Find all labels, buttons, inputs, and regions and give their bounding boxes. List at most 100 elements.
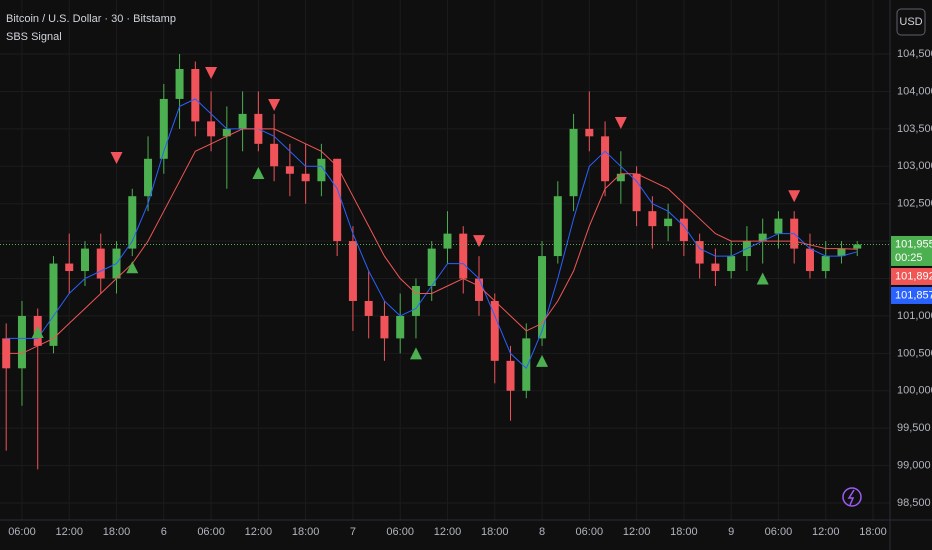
sell-signal	[473, 235, 485, 248]
candle-body	[522, 338, 531, 391]
candle-body	[81, 248, 89, 272]
candle-body	[238, 113, 247, 129]
candle-body	[648, 211, 657, 227]
candle-body	[774, 218, 783, 234]
candle-body	[144, 158, 153, 197]
x-tick-label: 6	[161, 526, 167, 538]
x-tick-label: 12:00	[623, 526, 651, 538]
candle-body	[49, 263, 58, 346]
candle-body	[285, 166, 294, 174]
x-tick-label: 12:00	[245, 526, 273, 538]
x-tick-label: 06:00	[765, 526, 793, 538]
price-tag	[891, 267, 932, 285]
candle-body	[175, 68, 184, 99]
y-tick-label: 100,500	[897, 347, 932, 359]
chart-title: Bitcoin / U.S. Dollar · 30 · Bitstamp	[6, 13, 176, 25]
candle-body	[270, 143, 279, 167]
sell-signal	[268, 98, 281, 111]
x-tick-label: 06:00	[576, 526, 604, 538]
x-tick-label: 06:00	[8, 526, 36, 538]
candle-body	[695, 241, 704, 264]
candle-body	[159, 98, 168, 159]
x-tick-label: 12:00	[434, 526, 462, 538]
candle-body	[317, 158, 326, 182]
x-tick-label: 12:00	[55, 526, 83, 538]
candle-body	[585, 128, 594, 137]
x-tick-label: 9	[728, 526, 734, 538]
candle-body	[727, 256, 736, 272]
candle-body	[538, 256, 547, 339]
candle-body	[758, 233, 767, 242]
candle-body	[601, 136, 610, 182]
x-tick-label: 18:00	[103, 526, 131, 538]
candle-body	[821, 256, 830, 272]
sell-signal	[205, 67, 218, 80]
price-tag	[891, 235, 932, 266]
candle-body	[459, 233, 468, 279]
y-tick-label: 100,000	[897, 385, 932, 397]
candle-body	[364, 300, 373, 316]
buy-signal	[536, 354, 549, 367]
candle-body	[396, 315, 405, 339]
candle-body	[17, 315, 26, 369]
buy-signal	[31, 325, 44, 338]
candle-body	[569, 128, 578, 197]
candle-body	[380, 315, 389, 339]
candle-body	[301, 173, 310, 182]
price-tag	[891, 286, 932, 304]
buy-signal	[252, 167, 265, 180]
candle-body	[837, 248, 846, 257]
x-tick-label: 7	[350, 526, 356, 538]
candle-body	[191, 68, 200, 122]
y-tick-label: 103,500	[897, 123, 932, 135]
y-tick-label: 103,000	[897, 160, 932, 172]
candle-body	[632, 173, 641, 212]
y-tick-label: 101,000	[897, 310, 932, 322]
x-tick-label: 06:00	[386, 526, 414, 538]
candle-body	[553, 196, 562, 257]
buy-signal	[409, 347, 422, 360]
price-tag-label: 101,955	[895, 238, 932, 250]
candle-body	[443, 233, 452, 249]
candle-body	[207, 121, 216, 137]
x-tick-label: 18:00	[859, 526, 887, 538]
sell-signal	[614, 117, 627, 130]
currency-button[interactable]	[896, 8, 926, 36]
price-tag-label: 101,857	[895, 289, 932, 301]
x-tick-label: 18:00	[670, 526, 698, 538]
y-tick-label: 104,000	[897, 85, 932, 97]
x-tick-label: 8	[539, 526, 545, 538]
candle-body	[222, 128, 231, 137]
candle-body	[333, 158, 342, 242]
candle-body	[490, 300, 499, 361]
axes: 98,500 99,000 99,500 100,000 100,500 101,000 1…	[8, 48, 932, 538]
x-tick-label: 12:00	[812, 526, 840, 538]
y-tick-label: 99,500	[897, 422, 931, 434]
buy-signal	[756, 272, 769, 285]
x-tick-label: 18:00	[481, 526, 509, 538]
candle-body	[65, 263, 74, 272]
x-tick-label: 06:00	[197, 526, 225, 538]
price-tag-label: 101,892	[895, 270, 932, 282]
sell-signal	[788, 190, 801, 203]
candle-body	[506, 360, 515, 391]
countdown-label: 00:25	[895, 252, 923, 264]
candle-body	[128, 196, 137, 249]
moving-average-line	[6, 128, 858, 354]
buy-signal	[126, 261, 139, 274]
y-tick-label: 104,500	[897, 48, 932, 60]
y-tick-label: 99,000	[897, 460, 931, 472]
x-tick-label: 18:00	[292, 526, 320, 538]
candle-body	[805, 248, 814, 272]
watermark-icon	[842, 487, 862, 507]
candle-body	[96, 248, 105, 279]
candle-body	[711, 263, 720, 272]
currency-label[interactable]: USD	[899, 16, 922, 28]
candle-body	[679, 218, 688, 242]
candle-body	[853, 244, 862, 249]
y-tick-label: 102,500	[897, 198, 932, 210]
indicator-name: SBS Signal	[6, 31, 62, 43]
candle-body	[427, 248, 436, 287]
